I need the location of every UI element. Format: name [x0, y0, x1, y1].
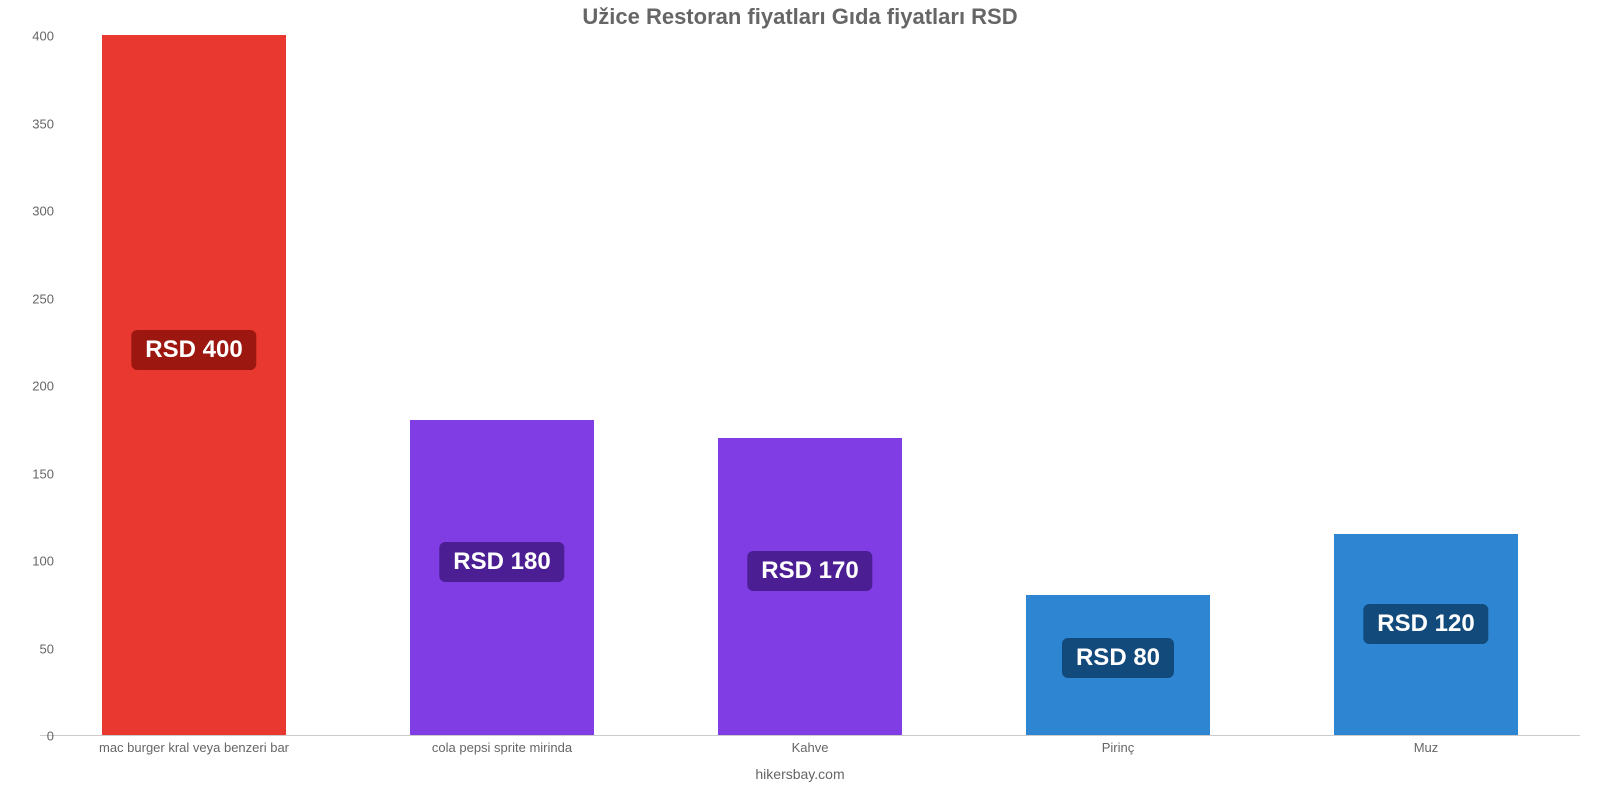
x-axis-category-label: cola pepsi sprite mirinda: [432, 740, 572, 755]
y-axis-tick-label: 350: [32, 116, 54, 131]
chart-footer-credit: hikersbay.com: [0, 766, 1600, 782]
value-badge: RSD 170: [747, 551, 872, 591]
y-axis-tick-label: 300: [32, 204, 54, 219]
value-badge: RSD 120: [1363, 604, 1488, 644]
value-badge: RSD 400: [131, 330, 256, 370]
plot-area: RSD 400 RSD 180 RSD 170 RSD 80 RSD 120: [40, 36, 1580, 736]
chart-bar: [102, 35, 287, 735]
x-axis-category-label: Muz: [1414, 740, 1439, 755]
x-axis-category-label: mac burger kral veya benzeri bar: [99, 740, 289, 755]
value-badge: RSD 80: [1062, 638, 1174, 678]
x-axis-category-label: Pirinç: [1102, 740, 1135, 755]
y-axis-tick-label: 150: [32, 466, 54, 481]
chart-title: Užice Restoran fiyatları Gıda fiyatları …: [0, 4, 1600, 30]
y-axis-tick-label: 200: [32, 379, 54, 394]
price-bar-chart: Užice Restoran fiyatları Gıda fiyatları …: [0, 0, 1600, 800]
y-axis-tick-label: 400: [32, 29, 54, 44]
y-axis-tick-label: 250: [32, 291, 54, 306]
y-axis-tick-label: 100: [32, 554, 54, 569]
value-badge: RSD 180: [439, 542, 564, 582]
y-axis-tick-label: 50: [40, 641, 54, 656]
x-axis-category-label: Kahve: [792, 740, 829, 755]
y-axis-tick-label: 0: [47, 729, 54, 744]
